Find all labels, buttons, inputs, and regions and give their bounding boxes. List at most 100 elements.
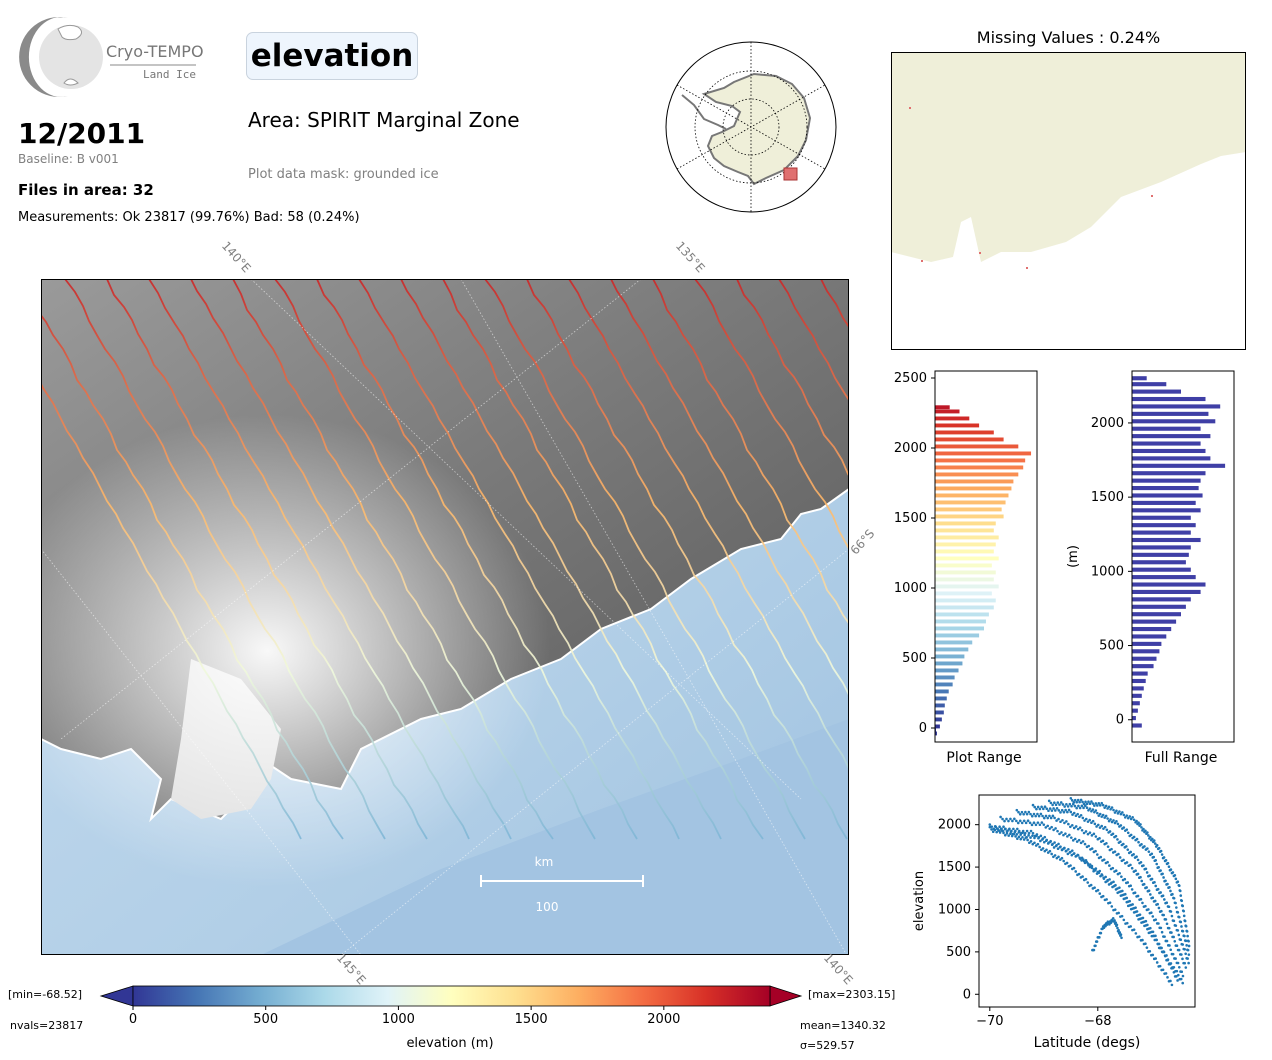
colorbar-tick-label: 1500 [515, 1012, 548, 1027]
histogram-y-tick-label: 2000 [1091, 416, 1124, 431]
scatter-point [1176, 911, 1180, 914]
histogram-bar [935, 584, 999, 589]
scatter-point [1085, 860, 1089, 864]
scatter-point [1161, 968, 1165, 972]
scatter-point [1149, 931, 1152, 934]
scatter-point [1179, 894, 1183, 897]
scatter-point [1118, 890, 1121, 894]
scatter-point [1027, 810, 1031, 814]
histogram-bar [1132, 575, 1196, 580]
scatter-point [1050, 809, 1054, 812]
scatter-point [1135, 819, 1138, 823]
scatter-point [1051, 814, 1055, 818]
histogram-bar [1132, 671, 1148, 676]
colorbar-label: elevation (m) [406, 1036, 494, 1051]
histogram-bar [1132, 478, 1201, 483]
scatter-point [1014, 835, 1017, 838]
scatter-point [1132, 853, 1135, 856]
histogram-bar [935, 710, 944, 715]
scatter-point [1086, 820, 1090, 823]
satellite-track [400, 279, 722, 840]
scatter-point [1001, 817, 1004, 821]
scatter-point [1151, 896, 1155, 900]
scatter-point [1121, 811, 1124, 814]
histogram-y-tick-label: 1500 [1091, 490, 1124, 505]
scatter-point [1125, 900, 1129, 904]
scatter-x-tick-label: −68 [1084, 1014, 1111, 1029]
scatter-point [1066, 835, 1069, 838]
scatter-point [1159, 946, 1162, 950]
scatter-point [1030, 823, 1034, 827]
histogram-bar [935, 493, 1009, 498]
histogram-bar [935, 472, 1019, 477]
scatter-point [1078, 826, 1082, 829]
scatter-point [1005, 817, 1008, 821]
scatter-point [1061, 818, 1064, 822]
scatter-point [1118, 886, 1121, 889]
scatter-point [1144, 829, 1147, 833]
scatter-point [1135, 837, 1139, 841]
scatter-point [1023, 833, 1026, 837]
scatter-point [1167, 865, 1171, 868]
scatter-point [1037, 814, 1041, 818]
scatter-point [1094, 849, 1097, 853]
scatter-point [1033, 805, 1037, 809]
scatter-point [1123, 877, 1127, 881]
scatter-point [1094, 809, 1098, 812]
histogram-bar [1132, 523, 1196, 528]
scatter-point [1120, 875, 1123, 878]
histogram-bar [935, 451, 1032, 456]
histogram-bar [1132, 426, 1201, 431]
histogram-bar [935, 486, 1012, 491]
histogram-bar [1132, 486, 1199, 491]
scatter-point [1098, 837, 1101, 840]
scatter-point [1072, 801, 1076, 804]
scatter-point [1156, 902, 1159, 906]
scatter-point [1063, 805, 1066, 808]
scatter-point [1184, 952, 1187, 956]
scatter-point [1074, 814, 1078, 818]
scatter-point [1089, 883, 1093, 887]
scatter-point [1133, 891, 1137, 894]
scatter-point [1176, 929, 1180, 932]
scatter-point [1173, 939, 1177, 943]
scatter-point [1175, 906, 1178, 909]
scatter-point [1022, 819, 1026, 823]
scatter-point [1007, 834, 1010, 837]
scatter-point [1075, 800, 1078, 804]
scatter-point [1086, 881, 1090, 884]
scatter-point [1052, 855, 1055, 859]
histogram-bar [1132, 404, 1221, 409]
scatter-point [1147, 908, 1150, 911]
scatter-point [1172, 919, 1176, 923]
scatter-point [1154, 957, 1158, 960]
scatter-point [1108, 901, 1112, 904]
scatter-point [1060, 808, 1064, 812]
scatter-point [1115, 820, 1118, 823]
scatter-point [1090, 821, 1093, 825]
scatter-point [1116, 812, 1120, 815]
scatter-point [1162, 913, 1166, 917]
scatter-y-tick-label: 0 [963, 987, 971, 1002]
scatter-point [1081, 840, 1085, 843]
scatter-point [1019, 833, 1023, 836]
scatter-point [1054, 809, 1057, 812]
scatter-point [1011, 832, 1015, 836]
scatter-point [1163, 898, 1166, 901]
scatter-point [1025, 829, 1029, 833]
scatter-point [1140, 826, 1143, 829]
scatter-point [1081, 875, 1084, 878]
scatter-point [1007, 828, 1011, 831]
scatter-point [1187, 944, 1191, 948]
scatter-point [1172, 935, 1175, 939]
scatter-point [1110, 847, 1113, 851]
scatter-point [1174, 877, 1178, 881]
scatter-point [1024, 821, 1028, 825]
scatter-point [1123, 816, 1127, 819]
scatter-point [1072, 866, 1076, 870]
scatter-point [1056, 801, 1060, 804]
scatter-point [1166, 958, 1170, 961]
scatter-point [1033, 841, 1036, 845]
scatter-point [1100, 824, 1104, 828]
scatter-point [1091, 819, 1095, 823]
